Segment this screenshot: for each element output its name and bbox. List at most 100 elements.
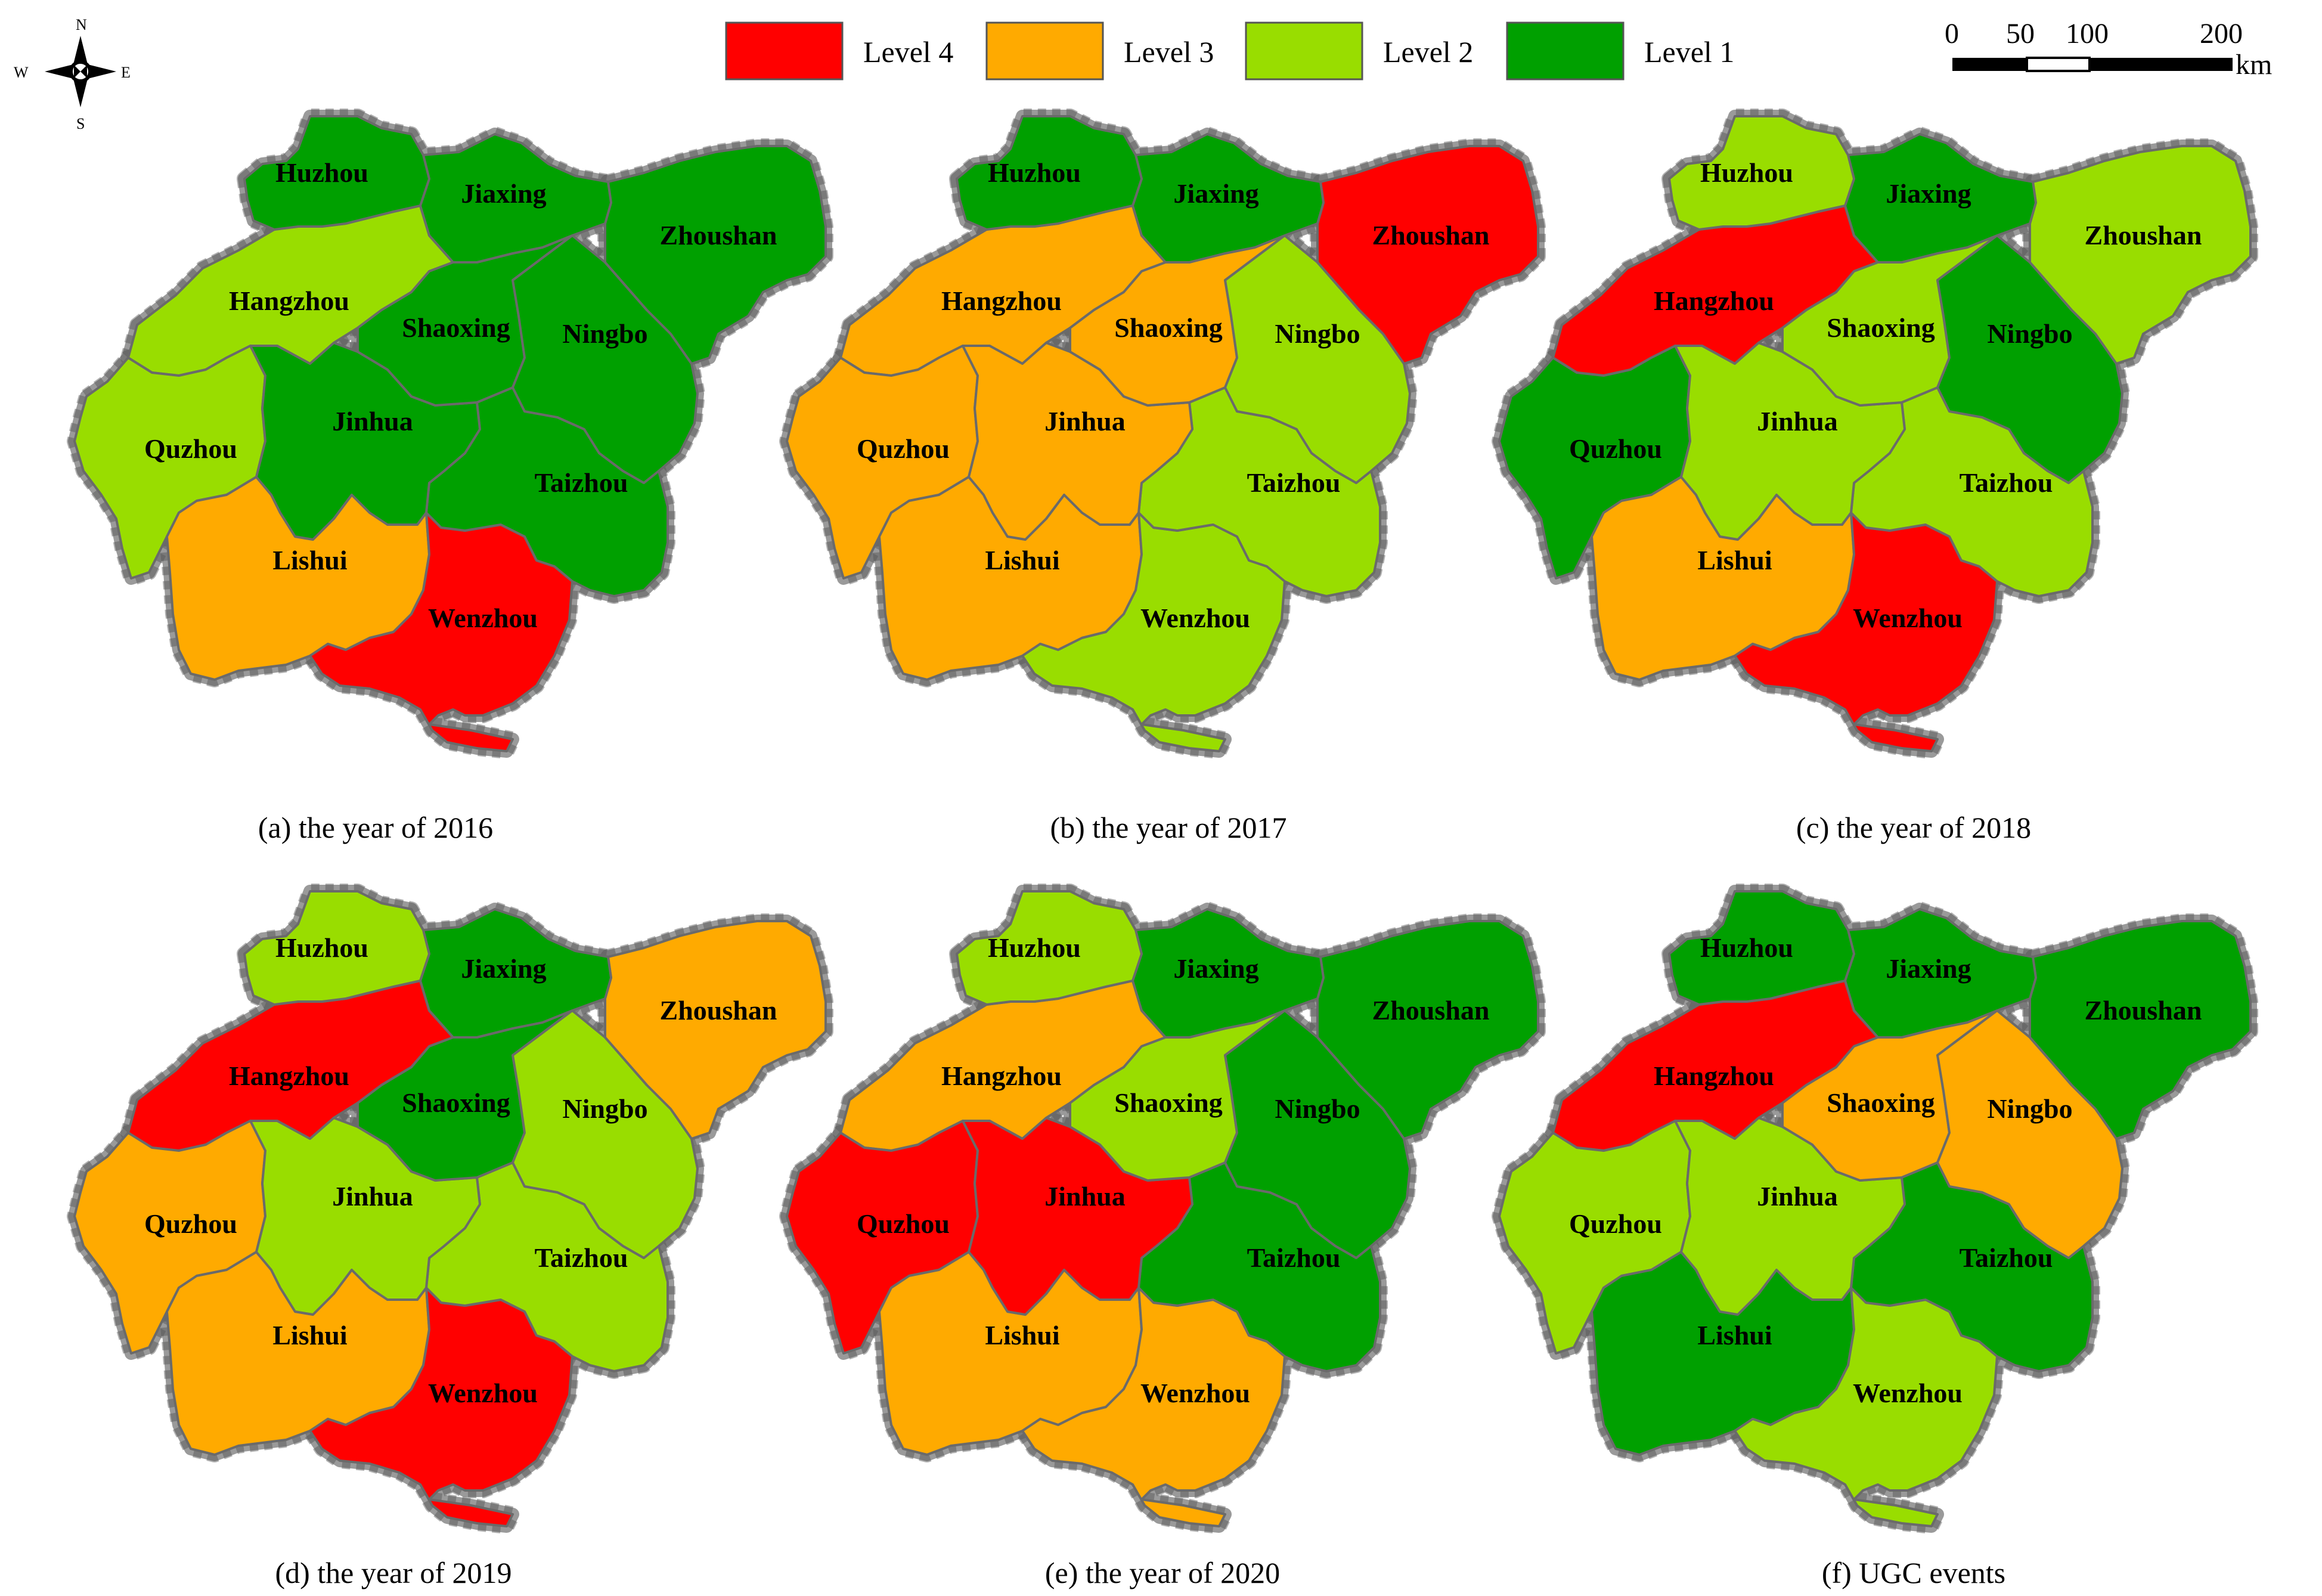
city-label-ningbo: Ningbo (562, 318, 647, 349)
compass-w-label: W (14, 64, 29, 81)
city-label-huzhou: Huzhou (988, 932, 1081, 963)
region-huzhou (956, 115, 1143, 231)
city-label-lishui: Lishui (985, 1320, 1060, 1350)
region-jiaxing (1844, 908, 2037, 1039)
panel-caption-6: (f) UGC events (1822, 1556, 2005, 1589)
city-label-zhoushan: Zhoushan (1372, 220, 1490, 250)
city-label-ningbo: Ningbo (1987, 1093, 2072, 1124)
city-label-taizhou: Taizhou (535, 1242, 628, 1273)
city-label-jiaxing: Jiaxing (461, 953, 546, 984)
scalebar-tick-200: 200 (2200, 18, 2243, 49)
city-label-hangzhou: Hangzhou (941, 1061, 1062, 1091)
city-label-wenzhou: Wenzhou (1140, 603, 1250, 633)
map-panel-5: Huzhou Jiaxing Zhoushan Hangzhou Shaoxing Nin… (779, 884, 1546, 1534)
region-jiaxing (1131, 133, 1325, 264)
region-jiaxing (419, 908, 612, 1039)
city-label-quzhou: Quzhou (857, 433, 950, 464)
city-label-hangzhou: Hangzhou (941, 286, 1062, 316)
city-label-jiaxing: Jiaxing (1173, 178, 1258, 209)
legend: Level 4 Level 3 Level 2 Level 1 (725, 21, 1734, 80)
city-label-wenzhou: Wenzhou (428, 603, 538, 633)
scalebar-unit: km (2236, 49, 2272, 80)
region-jiaxing (1844, 133, 2037, 264)
city-label-huzhou: Huzhou (275, 932, 368, 963)
city-label-quzhou: Quzhou (144, 1208, 237, 1239)
panel-caption-5: (e) the year of 2020 (1045, 1556, 1280, 1589)
city-label-lishui: Lishui (272, 545, 348, 575)
panel-caption-4: (d) the year of 2019 (275, 1556, 511, 1589)
legend-label-level-3: Level 3 (1124, 35, 1214, 69)
city-label-zhoushan: Zhoushan (2085, 995, 2202, 1025)
map-panel-6: Huzhou Jiaxing Zhoushan Hangzhou Shaoxing Nin… (1492, 884, 2258, 1534)
city-label-ningbo: Ningbo (1987, 318, 2072, 349)
city-label-taizhou: Taizhou (1960, 1242, 2053, 1273)
panel-caption-3: (c) the year of 2018 (1796, 811, 2031, 844)
city-label-jinhua: Jinhua (1044, 406, 1126, 436)
city-label-ningbo: Ningbo (1275, 1093, 1360, 1124)
city-label-lishui: Lishui (272, 1320, 348, 1350)
city-label-wenzhou: Wenzhou (1853, 1378, 1963, 1408)
city-label-hangzhou: Hangzhou (229, 286, 349, 316)
region-zhoushan (1316, 145, 1539, 365)
region-zhoushan (604, 145, 827, 365)
map-panel-4: Huzhou Jiaxing Zhoushan Hangzhou Shaoxing Nin… (67, 884, 833, 1534)
city-label-zhoushan: Zhoushan (660, 220, 777, 250)
map-panel-1: Huzhou Jiaxing Zhoushan Hangzhou Shaoxing Nin… (67, 109, 833, 759)
city-label-hangzhou: Hangzhou (1654, 286, 1774, 316)
city-label-lishui: Lishui (985, 545, 1060, 575)
city-label-zhoushan: Zhoushan (660, 995, 777, 1025)
city-label-jinhua: Jinhua (332, 1181, 413, 1211)
region-huzhou (1668, 115, 1855, 231)
city-label-zhoushan: Zhoushan (2085, 220, 2202, 250)
panel-caption-1: (a) the year of 2016 (258, 811, 493, 844)
city-label-quzhou: Quzhou (144, 433, 237, 464)
region-jiaxing (1131, 908, 1325, 1039)
city-label-shaoxing: Shaoxing (1114, 312, 1223, 343)
city-label-quzhou: Quzhou (1569, 433, 1662, 464)
scalebar-segment-0-50 (1952, 58, 2027, 71)
scalebar-tick-50: 50 (2006, 18, 2035, 49)
city-label-quzhou: Quzhou (857, 1208, 950, 1239)
compass-s-label: S (76, 115, 85, 132)
region-zhoushan (604, 920, 827, 1140)
city-label-jiaxing: Jiaxing (1173, 953, 1258, 984)
city-label-jiaxing: Jiaxing (1886, 953, 1971, 984)
region-huzhou (243, 890, 430, 1006)
city-label-taizhou: Taizhou (535, 467, 628, 498)
city-label-jiaxing: Jiaxing (1886, 178, 1971, 209)
region-zhoushan (2029, 145, 2252, 365)
map-panel-2: Huzhou Jiaxing Zhoushan Hangzhou Shaoxing Nin… (779, 109, 1546, 759)
city-label-wenzhou: Wenzhou (428, 1378, 538, 1408)
scalebar-segment-100-200 (2090, 58, 2233, 71)
city-label-quzhou: Quzhou (1569, 1208, 1662, 1239)
map-panels: Huzhou Jiaxing Zhoushan Hangzhou Shaoxing Nin… (67, 109, 2258, 1589)
city-label-jiaxing: Jiaxing (461, 178, 546, 209)
city-label-jinhua: Jinhua (332, 406, 413, 436)
compass-n-label: N (76, 16, 87, 33)
city-label-zhoushan: Zhoushan (1372, 995, 1490, 1025)
region-huzhou (243, 115, 430, 231)
city-label-ningbo: Ningbo (1275, 318, 1360, 349)
region-huzhou (956, 890, 1143, 1006)
city-label-hangzhou: Hangzhou (1654, 1061, 1774, 1091)
legend-label-level-4: Level 4 (863, 35, 953, 69)
city-label-taizhou: Taizhou (1247, 1242, 1341, 1273)
city-label-huzhou: Huzhou (1700, 932, 1793, 963)
compass: N S W E (14, 16, 131, 132)
city-label-lishui: Lishui (1697, 545, 1772, 575)
city-label-huzhou: Huzhou (275, 157, 368, 188)
city-label-wenzhou: Wenzhou (1140, 1378, 1250, 1408)
city-label-shaoxing: Shaoxing (1827, 312, 1935, 343)
scalebar-tick-0: 0 (1945, 18, 1959, 49)
scalebar-tick-100: 100 (2066, 18, 2109, 49)
city-label-ningbo: Ningbo (562, 1093, 647, 1124)
city-label-shaoxing: Shaoxing (402, 1087, 510, 1118)
city-label-taizhou: Taizhou (1247, 467, 1341, 498)
region-zhoushan (1316, 920, 1539, 1140)
city-label-shaoxing: Shaoxing (402, 312, 510, 343)
city-label-taizhou: Taizhou (1960, 467, 2053, 498)
scalebar: 0 50 100 200 km (1945, 18, 2272, 80)
city-label-shaoxing: Shaoxing (1114, 1087, 1223, 1118)
compass-e-label: E (121, 64, 131, 81)
